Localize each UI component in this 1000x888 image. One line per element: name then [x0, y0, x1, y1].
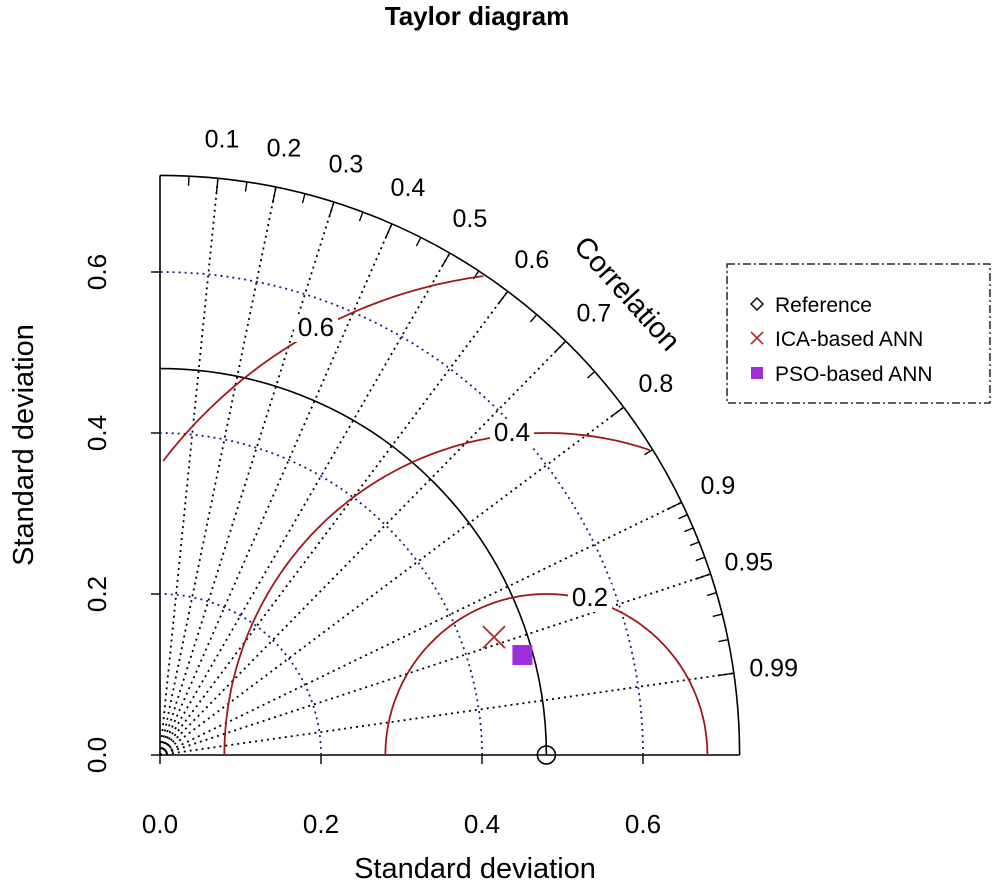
correlation-tick-mark — [695, 556, 706, 562]
rms-label-bg — [490, 419, 534, 447]
y-tick-label: 0.2 — [82, 576, 112, 612]
legend-marker-ica — [750, 331, 764, 345]
correlation-ray — [159, 501, 683, 756]
correlation-ray — [159, 672, 734, 756]
correlation-tick-mark — [384, 223, 393, 239]
sd-grid-arc — [159, 432, 483, 756]
correlation-tick-mark — [684, 527, 694, 533]
rms-contour-label: 0.4 — [494, 417, 530, 447]
correlation-axis-label: Correlation — [567, 231, 686, 358]
correlation-tick-mark — [244, 181, 248, 192]
correlation-tick-mark — [689, 541, 700, 547]
rms-contour — [384, 593, 709, 755]
correlation-tick-mark — [301, 193, 306, 204]
legend-box — [726, 263, 991, 404]
correlation-outer-arc — [159, 174, 741, 756]
rms-label-bg — [294, 314, 338, 342]
correlation-tick-label: 0.1 — [205, 125, 240, 153]
correlation-tick-mark — [553, 340, 567, 354]
y-tick-label: 0.0 — [82, 737, 112, 773]
ica-ann-point — [482, 625, 506, 649]
correlation-ray — [159, 340, 567, 756]
rms-contour-label: 0.6 — [298, 312, 334, 342]
correlation-tick-label: 0.3 — [329, 151, 364, 179]
correlation-tick-mark — [441, 252, 451, 268]
correlation-tick-label: 0.6 — [515, 246, 550, 274]
correlation-tick-mark — [415, 237, 422, 247]
correlation-tick-label: 0.5 — [453, 205, 488, 233]
correlation-tick-mark — [712, 613, 723, 618]
correlation-ray — [159, 201, 335, 756]
correlation-tick-mark — [497, 290, 509, 305]
correlation-tick-label: 0.99 — [749, 655, 798, 683]
correlation-ray — [159, 178, 219, 756]
x-tick-label: 0.2 — [303, 809, 339, 839]
rms-contour — [162, 275, 484, 462]
correlation-tick-label: 0.7 — [577, 299, 612, 327]
sd-grid-arc — [159, 271, 644, 756]
correlation-tick-mark — [666, 501, 682, 511]
legend-marker-reference — [750, 297, 764, 311]
correlation-tick-mark — [610, 406, 625, 418]
pso-ann-point — [512, 645, 533, 666]
correlation-ray — [159, 290, 509, 756]
legend-label: ICA-based ANN — [775, 328, 923, 351]
correlation-tick-label: 0.95 — [725, 548, 774, 576]
reference-sd-arc — [159, 367, 548, 756]
correlation-tick-mark — [718, 638, 729, 643]
correlation-tick-label: 0.2 — [267, 135, 302, 163]
correlation-tick-mark — [717, 672, 734, 677]
correlation-tick-mark — [586, 371, 596, 379]
correlation-tick-mark — [272, 186, 277, 204]
y-tick-label: 0.4 — [82, 415, 112, 451]
rms-contour-label: 0.2 — [572, 582, 608, 612]
legend-label: Reference — [775, 294, 872, 317]
correlation-ray — [159, 252, 451, 756]
correlation-ray — [159, 186, 277, 756]
rms-contour — [223, 432, 651, 755]
correlation-tick-mark — [644, 449, 654, 456]
x-tick-label: 0.4 — [464, 809, 500, 839]
correlation-ray — [159, 223, 393, 756]
correlation-tick-mark — [215, 178, 219, 195]
y-axis-label: Standard deviation — [8, 324, 40, 566]
y-tick-label: 0.6 — [82, 254, 112, 290]
x-tick-label: 0.0 — [142, 809, 178, 839]
legend-label: PSO-based ANN — [775, 363, 933, 386]
reference-point — [536, 745, 557, 765]
sd-grid-arc — [159, 593, 322, 756]
correlation-tick-mark — [706, 592, 717, 597]
correlation-ray — [159, 406, 625, 756]
correlation-ray — [159, 573, 711, 756]
correlation-tick-mark — [529, 314, 538, 323]
rms-label-bg — [568, 584, 612, 612]
correlation-tick-mark — [328, 201, 335, 218]
correlation-tick-mark — [695, 573, 711, 580]
correlation-tick-label: 0.4 — [391, 174, 426, 202]
correlation-tick-mark — [678, 514, 688, 520]
correlation-tick-label: 0.9 — [700, 472, 735, 500]
x-tick-label: 0.6 — [625, 809, 661, 839]
correlation-tick-label: 0.8 — [638, 370, 673, 398]
legend-marker-pso — [751, 367, 763, 379]
correlation-tick-mark — [358, 211, 364, 222]
x-axis-label: Standard deviation — [354, 853, 596, 885]
chart-title: Taylor diagram — [385, 1, 569, 31]
